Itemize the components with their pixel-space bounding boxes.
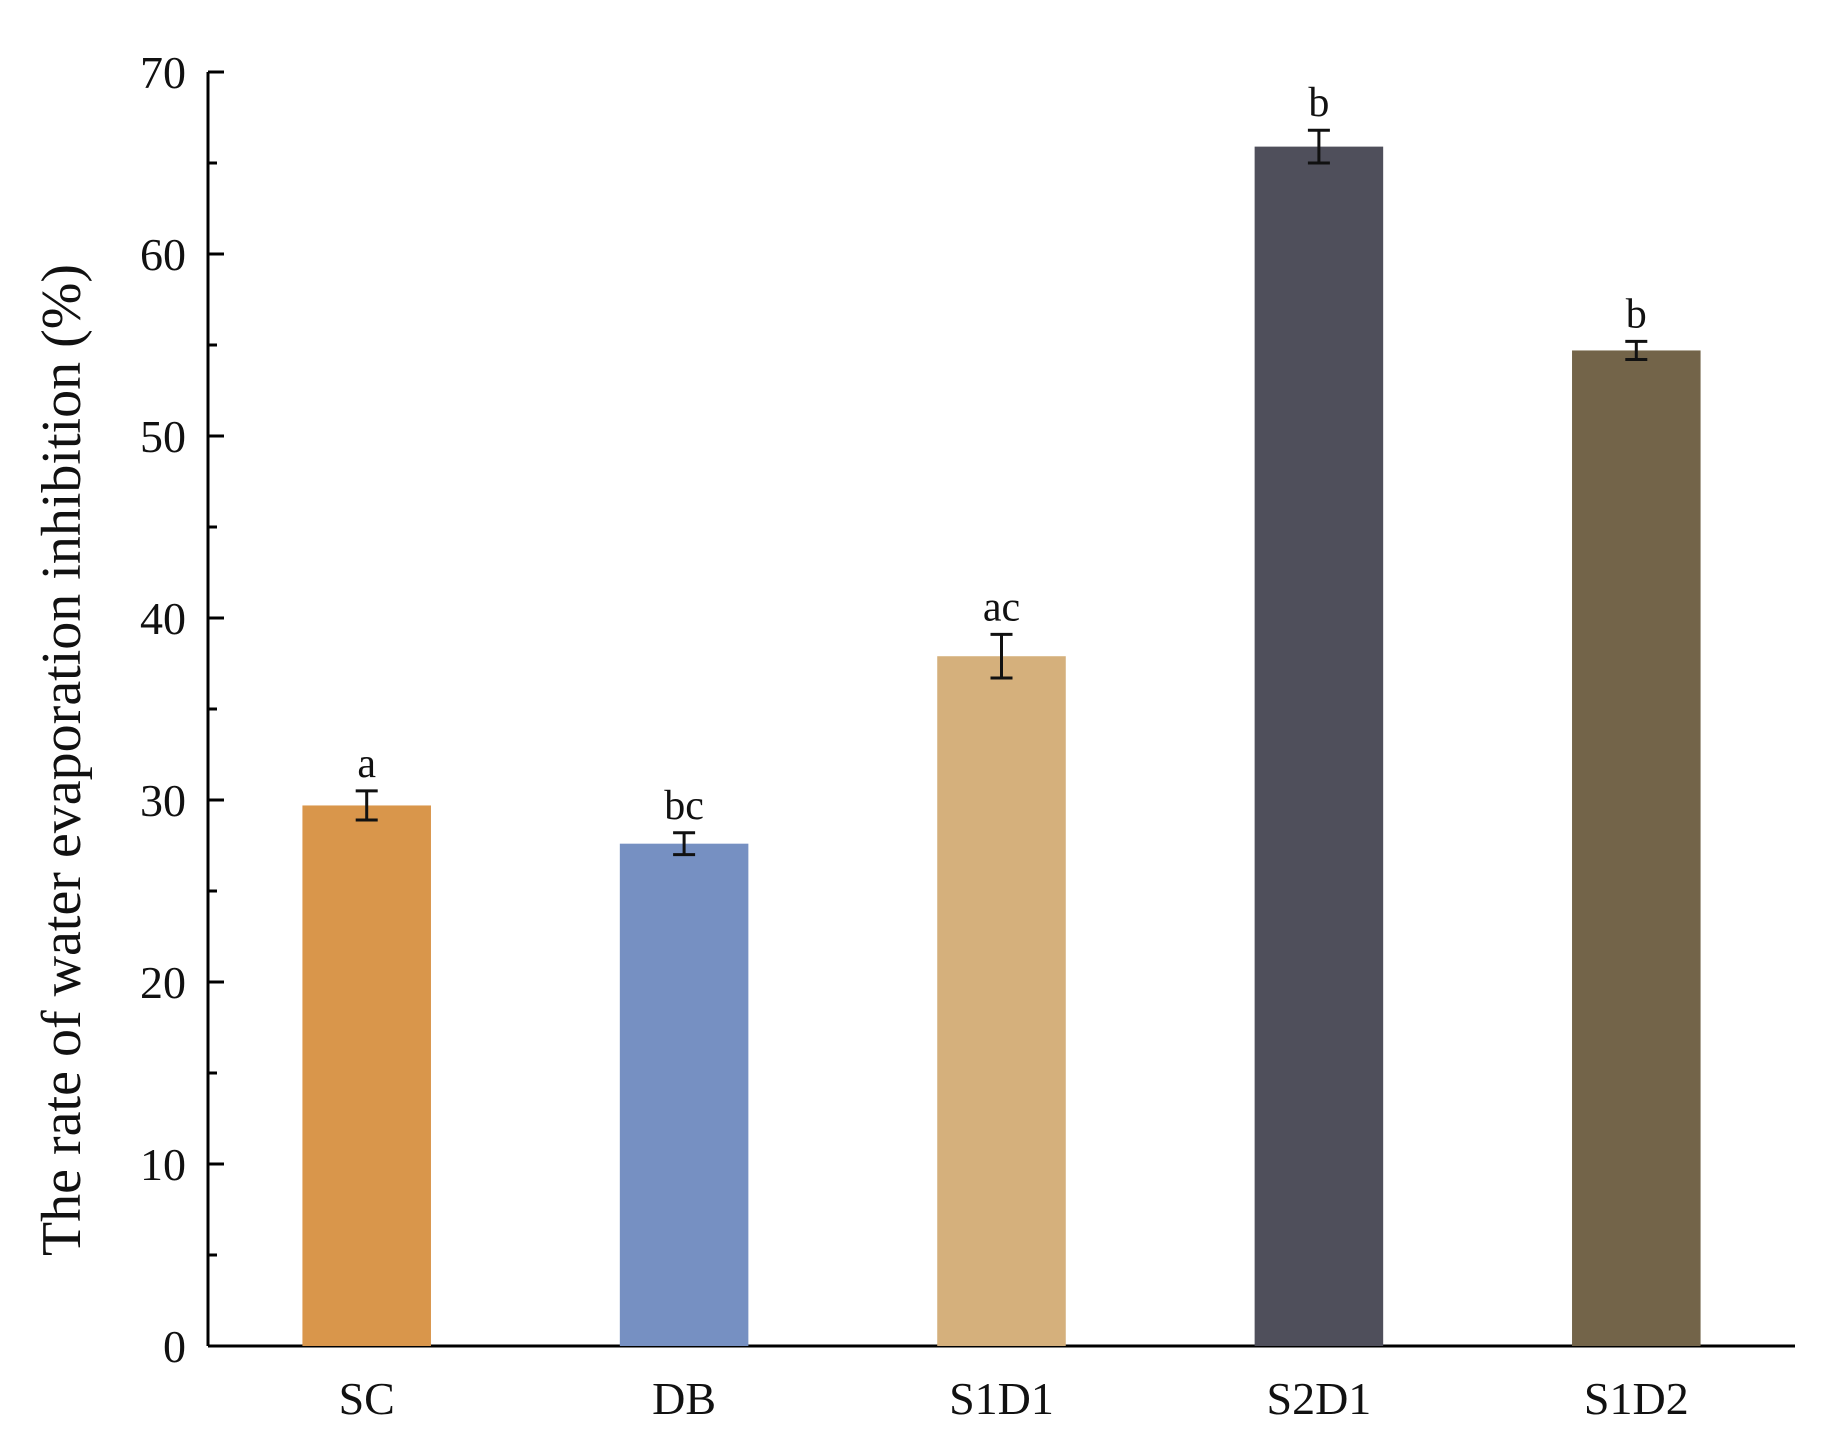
x-axis: SC DB S1D1 S2D1 S1D2: [208, 1344, 1795, 1424]
bar-s1d2: [1572, 350, 1701, 1347]
y-tick-label: 0: [163, 1321, 186, 1372]
bar-s2d1: [1254, 146, 1384, 1346]
bar-s1d1: [937, 656, 1066, 1346]
y-tick-label: 30: [140, 775, 186, 826]
significance-label: a: [357, 741, 376, 787]
x-tick-label: S2D1: [1266, 1373, 1371, 1424]
y-axis-title: The rate of water evaporation inhibition…: [31, 264, 93, 1256]
significance-label: b: [1308, 80, 1329, 126]
y-tick-label: 20: [140, 957, 186, 1008]
y-tick-label: 50: [140, 411, 186, 462]
x-tick-label: S1D2: [1584, 1373, 1689, 1424]
x-tick-label: SC: [339, 1373, 395, 1424]
y-tick-label: 70: [140, 47, 186, 98]
significance-label: ac: [983, 584, 1020, 630]
significance-label: b: [1626, 291, 1647, 337]
bar-db: [619, 843, 749, 1346]
y-tick-label: 10: [140, 1139, 186, 1190]
bar-sc: [302, 805, 431, 1346]
y-tick-label: 60: [140, 229, 186, 280]
error-bars-group: [355, 128, 1648, 857]
y-axis: 0 10 20 30 40 50 60 70: [140, 47, 224, 1372]
significance-label: bc: [664, 783, 704, 829]
x-tick-label: DB: [652, 1373, 716, 1424]
significance-labels-group: a bc ac b b: [357, 80, 1646, 829]
y-tick-label: 40: [140, 593, 186, 644]
x-tick-label: S1D1: [949, 1373, 1054, 1424]
bars-group: [302, 146, 1701, 1347]
